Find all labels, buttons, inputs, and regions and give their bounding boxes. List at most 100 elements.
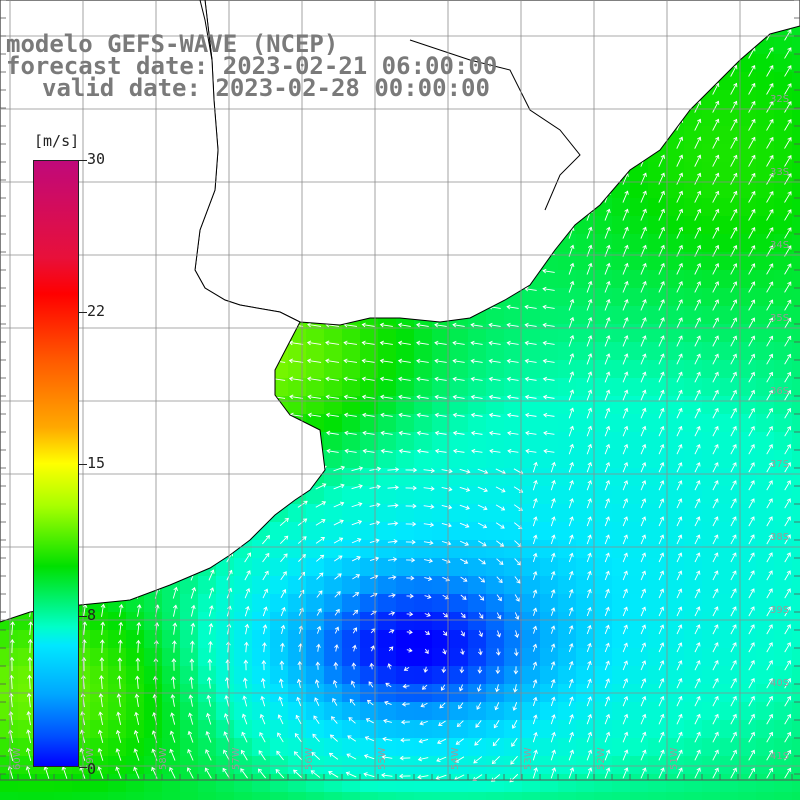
field-cell [702, 378, 721, 397]
field-cell [522, 720, 541, 739]
field-cell [522, 306, 541, 325]
lon-label: 55W [377, 747, 388, 770]
field-cell [432, 792, 451, 800]
field-cell [558, 504, 577, 523]
field-cell [792, 360, 800, 379]
field-cell [702, 126, 721, 145]
field-cell [792, 792, 800, 800]
field-cell [576, 648, 595, 667]
field-cell [702, 162, 721, 181]
field-cell [450, 666, 469, 685]
field-cell [738, 342, 757, 361]
field-cell [576, 594, 595, 613]
lat-label: 37S [770, 459, 789, 470]
field-cell [774, 396, 793, 415]
field-cell [576, 774, 595, 793]
field-cell [342, 360, 361, 379]
field-cell [414, 360, 433, 379]
field-cell [108, 612, 127, 631]
field-cell [468, 666, 487, 685]
field-cell [648, 198, 667, 217]
field-cell [540, 558, 559, 577]
field-cell [126, 666, 145, 685]
field-cell [558, 648, 577, 667]
field-cell [324, 414, 343, 433]
field-cell [684, 792, 703, 800]
field-cell [468, 486, 487, 505]
field-cell [648, 756, 667, 775]
field-cell [360, 648, 379, 667]
field-cell [90, 666, 109, 685]
field-cell [648, 792, 667, 800]
field-cell [396, 774, 415, 793]
field-cell [792, 594, 800, 613]
field-cell [360, 558, 379, 577]
field-cell [738, 666, 757, 685]
field-cell [342, 396, 361, 415]
lat-label: 38S [770, 532, 789, 543]
field-cell [486, 324, 505, 343]
field-cell [792, 774, 800, 793]
field-cell [792, 342, 800, 361]
field-cell [414, 666, 433, 685]
field-cell [504, 612, 523, 631]
field-cell [342, 414, 361, 433]
field-cell [630, 306, 649, 325]
field-cell [738, 234, 757, 253]
field-cell [486, 432, 505, 451]
field-cell [522, 612, 541, 631]
field-cell [576, 360, 595, 379]
field-cell [270, 594, 289, 613]
field-cell [648, 180, 667, 199]
field-cell [558, 666, 577, 685]
field-cell [630, 342, 649, 361]
field-cell [522, 558, 541, 577]
field-cell [342, 450, 361, 469]
field-cell [180, 612, 199, 631]
field-cell [792, 270, 800, 289]
field-cell [756, 774, 775, 793]
field-cell [324, 342, 343, 361]
field-cell [162, 666, 181, 685]
field-cell [360, 756, 379, 775]
field-cell [774, 648, 793, 667]
field-cell [468, 342, 487, 361]
field-cell [648, 774, 667, 793]
field-cell [486, 414, 505, 433]
field-cell [180, 720, 199, 739]
field-cell [666, 144, 685, 163]
field-cell [792, 738, 800, 757]
field-cell [198, 720, 217, 739]
field-cell [468, 504, 487, 523]
field-cell [360, 360, 379, 379]
field-cell [306, 720, 325, 739]
field-cell [792, 432, 800, 451]
field-cell [486, 342, 505, 361]
field-cell [774, 324, 793, 343]
field-cell [324, 450, 343, 469]
field-cell [792, 702, 800, 721]
field-cell [216, 792, 235, 800]
field-cell [774, 126, 793, 145]
field-cell [630, 324, 649, 343]
field-cell [378, 648, 397, 667]
field-cell [144, 702, 163, 721]
field-cell [144, 792, 163, 800]
field-cell [792, 450, 800, 469]
field-cell [774, 774, 793, 793]
field-cell [720, 234, 739, 253]
field-cell [252, 702, 271, 721]
field-cell [792, 126, 800, 145]
field-cell [378, 666, 397, 685]
field-cell [702, 108, 721, 127]
field-cell [612, 288, 631, 307]
field-cell [450, 522, 469, 541]
field-cell [612, 270, 631, 289]
field-cell [468, 630, 487, 649]
field-cell [504, 702, 523, 721]
field-cell [792, 306, 800, 325]
field-cell [576, 612, 595, 631]
field-cell [558, 594, 577, 613]
field-cell [612, 234, 631, 253]
field-cell [594, 270, 613, 289]
